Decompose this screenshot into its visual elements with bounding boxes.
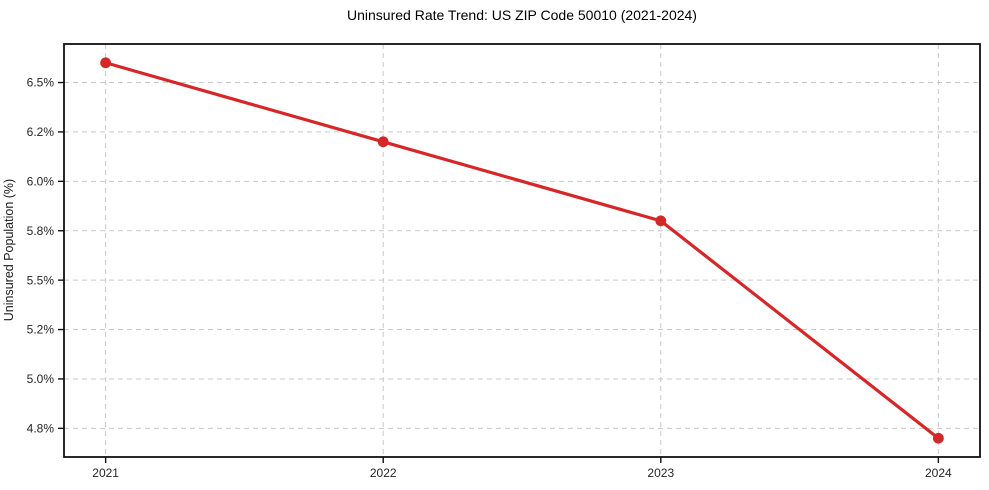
y-tick-label: 5.2% <box>27 323 55 337</box>
x-tick-label: 2024 <box>925 466 952 480</box>
data-point-marker <box>100 57 112 69</box>
y-tick-label: 5.0% <box>27 372 55 386</box>
x-tick-label: 2022 <box>370 466 397 480</box>
x-tick-label: 2023 <box>647 466 674 480</box>
y-tick-label: 5.5% <box>27 273 55 287</box>
plot-border <box>63 43 981 458</box>
x-tick-label: 2021 <box>92 466 119 480</box>
y-tick-label: 4.8% <box>27 422 55 436</box>
data-point-marker <box>655 215 667 227</box>
chart-title: Uninsured Rate Trend: US ZIP Code 50010 … <box>347 7 697 23</box>
data-point-marker <box>932 432 944 444</box>
trend-line <box>104 61 940 440</box>
data-point-marker <box>377 136 389 148</box>
y-tick-label: 5.8% <box>27 224 55 238</box>
y-tick-label: 6.5% <box>27 76 55 90</box>
y-tick-label: 6.2% <box>27 125 55 139</box>
y-tick-label: 6.0% <box>27 175 55 189</box>
